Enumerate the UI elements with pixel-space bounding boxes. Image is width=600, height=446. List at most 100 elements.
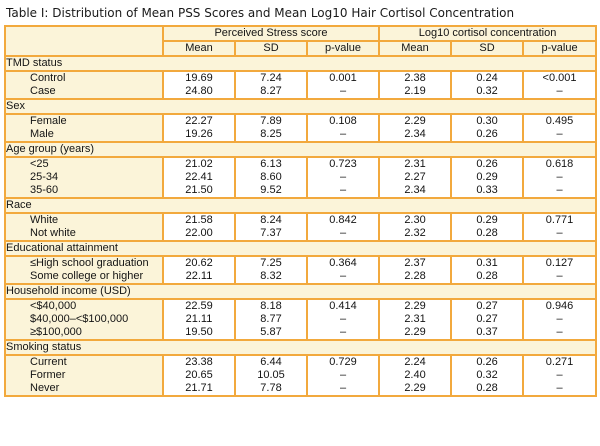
category-row: Smoking status [3, 339, 598, 356]
cell-value: 2.29 [404, 300, 426, 312]
value-cell: 6.44 10.05 7.78 [234, 354, 308, 397]
cell-value: 7.37 [260, 227, 282, 239]
cell-value: – [339, 270, 347, 282]
value-cell: 0.29 0.28 [450, 212, 525, 242]
cell-value: 0.30 [476, 115, 498, 127]
cell-value: – [339, 313, 347, 325]
subheader-pss-mean: Mean [162, 40, 236, 57]
cell-value: 0.946 [545, 300, 574, 312]
cell-value: 8.32 [260, 270, 282, 282]
category-cell-sex: Sex [3, 98, 598, 115]
row-label: Not white [30, 227, 76, 239]
cell-value: 24.80 [185, 85, 213, 97]
value-cell: 0.842 – [305, 212, 381, 242]
data-row: Control Case 19.69 24.80 7.24 8.27 0.001… [4, 70, 598, 100]
group-header-pss: Perceived Stress score [161, 25, 381, 42]
category-row: Educational attainment [3, 240, 598, 257]
row-label: Case [30, 85, 56, 97]
cell-value: 0.27 [476, 300, 498, 312]
cell-value: – [556, 270, 563, 282]
value-cell: 0.495 – [522, 113, 598, 143]
value-cell: 22.59 21.11 19.50 [162, 298, 236, 341]
cell-value: – [339, 171, 347, 183]
category-cell-race: Race [3, 197, 598, 214]
value-cell: 7.25 8.32 [234, 255, 308, 285]
row-label: Never [30, 382, 60, 394]
cell-value: 2.29 [404, 326, 426, 338]
cell-value: 10.05 [257, 369, 285, 381]
row-label: 25-34 [30, 171, 59, 183]
cell-value: – [556, 382, 563, 394]
value-cell: 0.24 0.32 [450, 70, 525, 100]
value-cell: 0.771 – [522, 212, 598, 242]
cell-value: – [556, 326, 563, 338]
cell-value: 0.771 [545, 214, 574, 226]
value-cell: 0.108 – [305, 113, 381, 143]
value-cell: 0.414 – – [305, 298, 381, 341]
value-cell: 7.89 8.25 [234, 113, 308, 143]
cell-value: – [556, 171, 563, 183]
cell-value: 0.723 [329, 158, 357, 170]
cell-value: 0.32 [476, 85, 498, 97]
value-cell: 2.37 2.28 [378, 255, 453, 285]
cell-value: 19.69 [185, 72, 213, 84]
value-cell: 23.38 20.65 21.71 [162, 354, 236, 397]
subheader-row: Mean SD p-value Mean SD p-value [5, 40, 598, 57]
value-cell: 0.26 0.32 0.28 [450, 354, 525, 397]
label-cell: ≤High school graduation Some college or … [4, 255, 164, 285]
row-label: Some college or higher [30, 270, 144, 282]
value-cell: 0.729 – – [305, 354, 381, 397]
row-label: <25 [30, 158, 49, 170]
cell-value: 0.26 [476, 356, 498, 368]
label-cell: Female Male [4, 113, 164, 143]
cell-value: – [556, 227, 563, 239]
data-row: <25 25-34 35-60 21.02 22.41 21.50 6.13 8… [4, 156, 598, 199]
cell-value: 0.31 [476, 257, 498, 269]
data-row: ≤High school graduation Some college or … [4, 255, 598, 285]
cell-value: 0.495 [545, 115, 574, 127]
row-label: ≤High school graduation [30, 257, 149, 269]
cell-value: – [339, 227, 347, 239]
cell-value: 7.24 [260, 72, 282, 84]
data-row: Female Male 22.27 19.26 7.89 8.25 0.108 … [4, 113, 598, 143]
pss-cortisol-table: Perceived Stress score Log10 cortisol co… [3, 25, 598, 397]
cell-value: 0.32 [476, 369, 498, 381]
category-row: Household income (USD) [3, 283, 598, 300]
cell-value: 22.00 [185, 227, 213, 239]
cell-value: – [339, 326, 347, 338]
cell-value: <0.001 [542, 72, 577, 84]
value-cell: 0.26 0.29 0.33 [450, 156, 525, 199]
cell-value: 0.364 [329, 257, 357, 269]
cell-value: 2.32 [404, 227, 426, 239]
value-cell: 0.127 – [522, 255, 598, 285]
cell-value: 0.729 [329, 356, 357, 368]
value-cell: 21.02 22.41 21.50 [162, 156, 236, 199]
cell-value: 5.87 [260, 326, 282, 338]
cell-value: 2.29 [404, 382, 426, 394]
cell-value: 0.24 [476, 72, 498, 84]
group-header-row: Perceived Stress score Log10 cortisol co… [4, 25, 598, 57]
cell-value: 0.28 [476, 227, 498, 239]
row-label: White [30, 214, 59, 226]
category-cell-education: Educational attainment [3, 240, 598, 257]
subheader-cortisol-mean: Mean [378, 40, 453, 57]
value-cell: 2.29 2.34 [378, 113, 453, 143]
cell-value: – [339, 369, 347, 381]
cell-value: 2.30 [404, 214, 426, 226]
cell-value: 6.44 [260, 356, 282, 368]
label-cell: Control Case [4, 70, 164, 100]
value-cell: 6.13 8.60 9.52 [234, 156, 308, 199]
cell-value: 2.31 [404, 313, 426, 325]
cell-value: 2.27 [404, 171, 426, 183]
value-cell: 22.27 19.26 [162, 113, 236, 143]
cell-value: 22.41 [185, 171, 213, 183]
cell-value: 0.29 [476, 171, 498, 183]
cell-value: 9.52 [260, 184, 282, 196]
cell-value: 8.18 [260, 300, 282, 312]
corner-cell [4, 25, 164, 57]
cell-value: 0.842 [329, 214, 357, 226]
category-row: Age group (years) [3, 141, 598, 158]
cell-value: 19.50 [185, 326, 213, 338]
cell-value: 23.38 [185, 356, 213, 368]
cell-value: 21.50 [185, 184, 213, 196]
